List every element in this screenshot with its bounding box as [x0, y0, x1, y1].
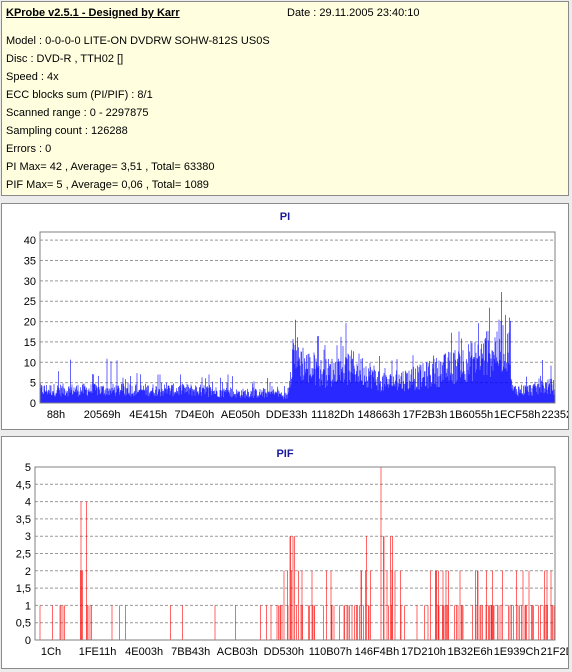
- info-line-range: Scanned range : 0 - 2297875: [6, 107, 149, 119]
- plot-border: [39, 231, 556, 404]
- x-tick-label: 1Ch: [41, 646, 61, 658]
- y-tick-label: 4,5: [16, 479, 31, 491]
- x-tick-label: ACB03h: [217, 646, 258, 658]
- x-tick-label: 21F2D3h: [541, 646, 568, 658]
- info-line-ecc: ECC blocks sum (PI/PIF) : 8/1: [6, 89, 153, 101]
- y-tick-label: 1: [25, 600, 31, 612]
- x-tick-label: 4E003h: [125, 646, 163, 658]
- info-panel: KProbe v2.5.1 - Designed by Karr Date : …: [1, 1, 569, 196]
- info-line-pi: PI Max= 42 , Average= 3,51 , Total= 6338…: [6, 161, 215, 173]
- y-tick-label: 0: [25, 635, 31, 647]
- app-title: KProbe v2.5.1 - Designed by Karr: [6, 7, 180, 19]
- y-tick-label: 1,5: [16, 583, 31, 595]
- y-tick-label: 2,5: [16, 549, 31, 561]
- y-tick-label: 4: [25, 497, 31, 509]
- x-tick-label: 1B6055h: [449, 409, 493, 421]
- scan-date: Date : 29.11.2005 23:40:10: [287, 7, 420, 19]
- pif-chart: 0 0,5 1 1,5 2 2,5 3 3,5 4 4,5 5 1Ch 1FE11h 4E003h 7BB4…: [16, 462, 568, 658]
- x-tick-label: 4E415h: [129, 409, 167, 421]
- x-tick-label: 1ECF58h: [494, 409, 540, 421]
- y-tick-label: 35: [24, 256, 36, 268]
- x-tick-label: 7D4E0h: [174, 409, 214, 421]
- x-tick-label: 1FE11h: [79, 646, 117, 658]
- x-tick-label: DDE33h: [266, 409, 308, 421]
- x-tick-label: 146F4Bh: [355, 646, 400, 658]
- x-tick-label: 110B07h: [309, 646, 352, 658]
- pif-chart-title: PIF: [276, 448, 294, 460]
- pi-chart: 0 5 10 15 20 25 30 35 40 88h 20569h 4E415h 7D4E0h AE0…: [24, 231, 568, 421]
- info-line-model: Model : 0-0-0-0 LITE-ON DVDRW SOHW-812S …: [6, 35, 270, 47]
- x-tick-label: 11182Dh: [311, 409, 354, 421]
- x-tick-label: 1B32E6h: [447, 646, 492, 658]
- info-line-speed: Speed : 4x: [6, 71, 59, 83]
- y-tick-label: 2: [25, 566, 31, 578]
- x-tick-label: DD530h: [264, 646, 304, 658]
- plot-border: [34, 466, 556, 641]
- x-tick-label: 20569h: [84, 409, 121, 421]
- y-tick-label: 5: [25, 462, 31, 474]
- y-tick-label: 0: [30, 398, 36, 410]
- y-tick-label: 0,5: [16, 618, 31, 630]
- x-tick-label: 17F2B3h: [403, 409, 448, 421]
- y-tick-label: 25: [24, 296, 36, 308]
- x-tick-label: 148663h: [357, 409, 400, 421]
- pi-chart-title: PI: [279, 211, 291, 223]
- y-tick-label: 20: [24, 317, 36, 329]
- y-tick-label: 5: [30, 378, 36, 390]
- info-line-errors: Errors : 0: [6, 143, 52, 155]
- y-tick-label: 15: [24, 337, 36, 349]
- info-line-disc: Disc : DVD-R , TTH02 []: [6, 53, 124, 65]
- x-tick-label: 1E939Ch: [494, 646, 540, 658]
- y-tick-label: 30: [24, 276, 36, 288]
- y-tick-label: 40: [24, 235, 36, 247]
- y-tick-label: 3: [25, 531, 31, 543]
- pi-chart-panel: PI 0 5 10 15 20 25 30 35 40 88h 20569h 4E415h 7D4E0h…: [1, 203, 569, 430]
- x-tick-label: AE050h: [221, 409, 260, 421]
- pif-chart-panel: PIF 0 0,5 1 1,5 2 2,5 3 3,5 4 4,5 5 1Ch 1FE11h 4E003h…: [1, 436, 569, 669]
- x-tick-label: 22352Fh: [542, 409, 568, 421]
- info-line-sampling: Sampling count : 126288: [6, 125, 128, 137]
- x-tick-label: 88h: [47, 409, 65, 421]
- info-line-pif: PIF Max= 5 , Average= 0,06 , Total= 1089: [6, 179, 209, 191]
- y-tick-label: 3,5: [16, 514, 31, 526]
- y-tick-label: 10: [24, 357, 36, 369]
- x-tick-label: 7BB43h: [171, 646, 210, 658]
- x-tick-label: 17D210h: [401, 646, 446, 658]
